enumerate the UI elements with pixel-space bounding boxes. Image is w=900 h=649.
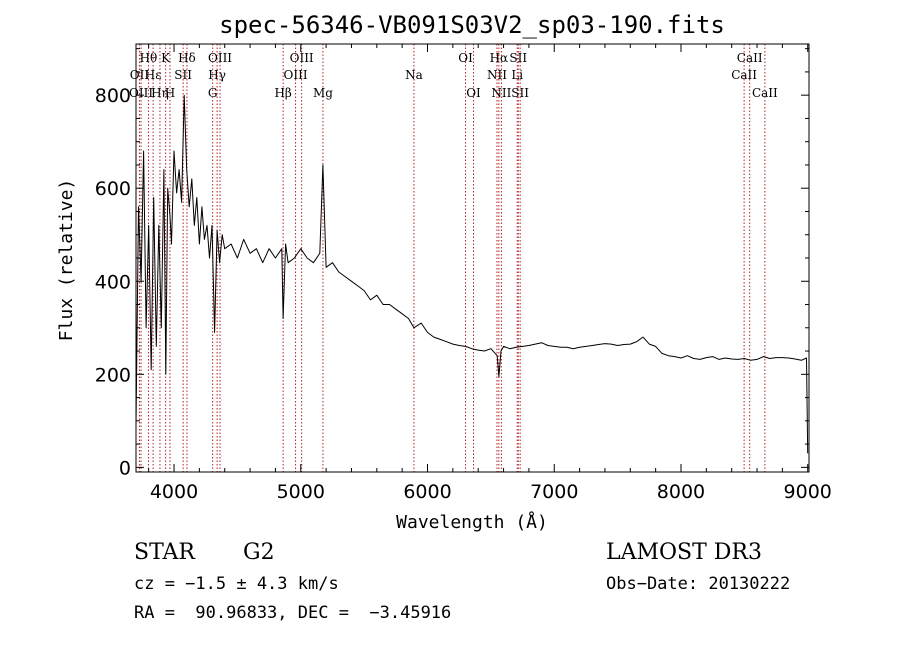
spectral-line-label: SII	[511, 86, 529, 100]
spectrum-series	[135, 94, 809, 454]
spectral-line-label: OII	[130, 68, 150, 82]
spectrum-line	[135, 94, 809, 454]
spectral-line-label: Hθ	[140, 51, 158, 65]
spectral-subclass: G2	[243, 540, 275, 565]
x-tick-label: 8000	[657, 481, 705, 503]
spectral-line-label: OI	[458, 51, 473, 65]
object-class: STAR	[134, 540, 195, 565]
x-tick-label: 6000	[403, 481, 451, 503]
spectral-line-label: NII	[487, 68, 507, 82]
spectral-line-markers	[138, 44, 766, 472]
x-tick-label: 7000	[530, 481, 578, 503]
redshift-text: cz = −1.5 ± 4.3 km/s	[134, 574, 339, 594]
spectral-line-label: Hγ	[208, 68, 226, 82]
spectral-line-label: NII	[491, 86, 511, 100]
spectral-line-label: G	[208, 86, 218, 100]
spectral-line-label: H	[165, 86, 175, 100]
coordinates: RA = 90.96833, DEC = −3.45916	[134, 603, 452, 623]
spectral-line-label: SII	[509, 51, 527, 65]
spectral-line-label: K	[161, 51, 171, 65]
y-axis-ticks: 0 200 400 600 800	[95, 48, 809, 479]
y-tick-label: 200	[95, 364, 131, 386]
x-tick-label: 9000	[784, 481, 832, 503]
spectral-line-label: OIII	[290, 51, 314, 65]
x-axis-ticks: 4000 5000 6000 7000 8000 9000	[148, 44, 832, 503]
spectral-line-label: Hη	[151, 86, 169, 100]
y-tick-label: 800	[95, 85, 131, 107]
spectral-line-label: OIII	[129, 86, 153, 100]
x-axis-label: Wavelength (Å)	[396, 511, 548, 533]
y-tick-label: 600	[95, 178, 131, 200]
spectral-line-label: SII	[174, 68, 192, 82]
y-tick-label: 400	[95, 271, 131, 293]
spectral-line-label: Hδ	[178, 51, 196, 65]
spectral-line-label: CaII	[752, 86, 778, 100]
spectral-line-label: CaII	[731, 68, 757, 82]
spectral-line-label: CaII	[737, 51, 763, 65]
spectral-line-label: OI	[466, 86, 481, 100]
spectral-line-label: Hε	[145, 68, 162, 82]
spectral-line-label: OIII	[208, 51, 232, 65]
y-tick-label: 0	[119, 457, 131, 479]
y-axis-label: Flux (relative)	[56, 179, 77, 342]
x-tick-label: 4000	[150, 481, 198, 503]
spectral-line-label: Hα	[490, 51, 509, 65]
survey-name: LAMOST DR3	[606, 540, 762, 565]
chart-title: spec-56346-VB091S03V2_sp03-190.fits	[219, 11, 725, 39]
x-tick-label: 5000	[277, 481, 325, 503]
spectral-line-label: Mg	[313, 86, 333, 100]
spectral-line-label: Li	[511, 68, 523, 82]
spectral-line-label: OIII	[284, 68, 308, 82]
spectral-line-label: Na	[405, 68, 423, 82]
spectral-line-label: Hβ	[274, 86, 291, 100]
obs-date: Obs−Date: 20130222	[606, 574, 791, 594]
